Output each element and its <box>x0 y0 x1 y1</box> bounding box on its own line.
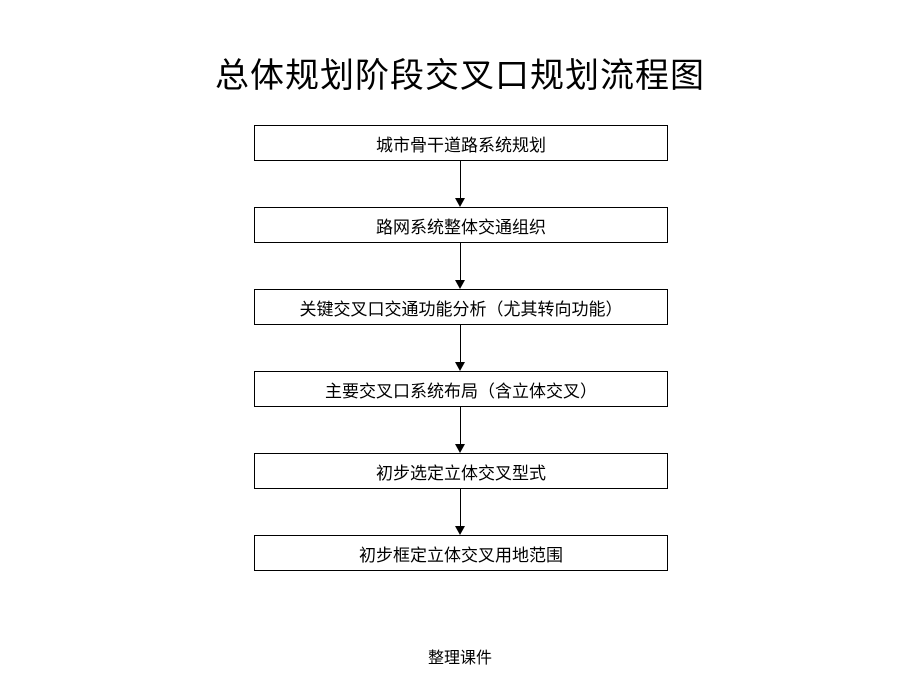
arrow-head-icon <box>455 526 465 535</box>
flow-node-n1: 城市骨干道路系统规划 <box>254 125 668 161</box>
arrow-line <box>460 489 461 526</box>
arrow-head-icon <box>455 198 465 207</box>
flow-node-n2: 路网系统整体交通组织 <box>254 207 668 243</box>
arrow-line <box>460 325 461 362</box>
arrow-line <box>460 407 461 444</box>
arrow-head-icon <box>455 362 465 371</box>
flow-node-n5: 初步选定立体交叉型式 <box>254 453 668 489</box>
flow-arrow-n1-n2 <box>455 161 465 207</box>
flow-node-n6: 初步框定立体交叉用地范围 <box>254 535 668 571</box>
footer-label: 整理课件 <box>0 644 920 668</box>
flow-arrow-n4-n5 <box>455 407 465 453</box>
flow-node-n3: 关键交叉口交通功能分析（尤其转向功能） <box>254 289 668 325</box>
arrow-line <box>460 243 461 280</box>
flow-arrow-n3-n4 <box>455 325 465 371</box>
arrow-line <box>460 161 461 198</box>
arrow-head-icon <box>455 280 465 289</box>
flow-arrow-n2-n3 <box>455 243 465 289</box>
flow-arrow-n5-n6 <box>455 489 465 535</box>
flow-node-n4: 主要交叉口系统布局（含立体交叉） <box>254 371 668 407</box>
page-title: 总体规划阶段交叉口规划流程图 <box>0 0 920 97</box>
arrow-head-icon <box>455 444 465 453</box>
